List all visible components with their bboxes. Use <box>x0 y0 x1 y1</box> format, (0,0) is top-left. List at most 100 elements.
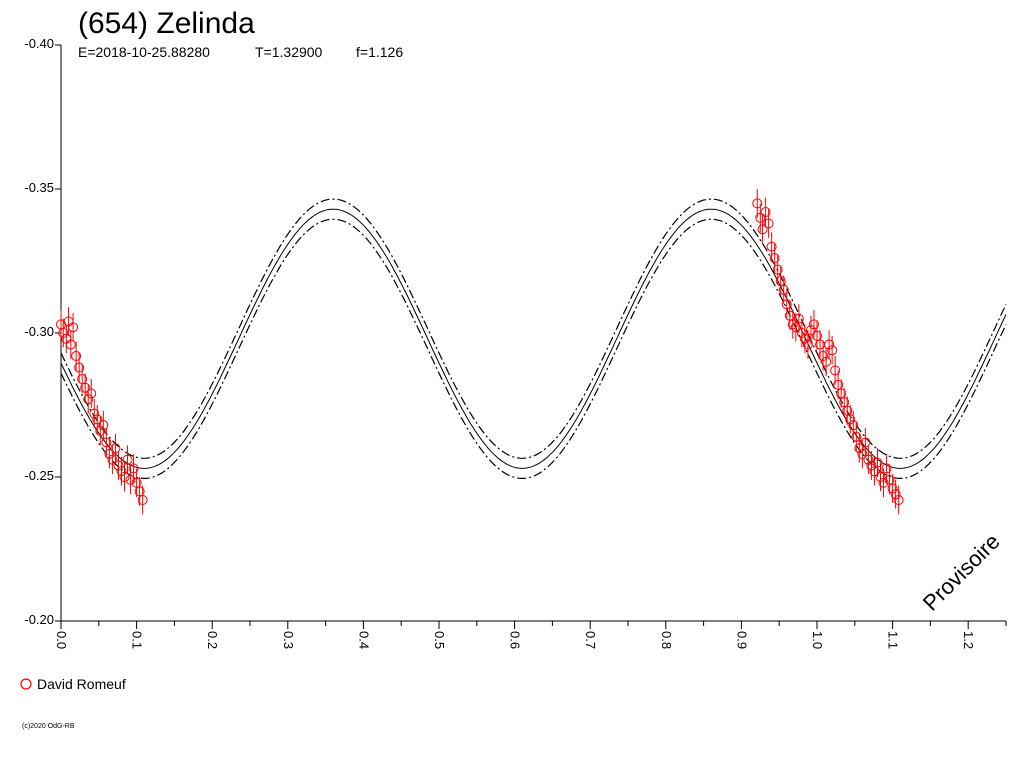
data-point <box>818 351 829 362</box>
x-tick-label: 1.2 <box>961 631 976 649</box>
data-point <box>781 299 792 310</box>
data-point <box>68 322 79 333</box>
data-point <box>887 483 898 494</box>
data-point <box>122 454 133 465</box>
data-point <box>863 454 874 465</box>
x-tick-label: 0.8 <box>659 631 674 649</box>
data-point <box>763 218 774 229</box>
y-tick-label: -0.35 <box>24 180 54 195</box>
data-point <box>104 448 115 459</box>
data-point <box>769 253 780 264</box>
data-point <box>110 443 121 454</box>
fit-curve-mean <box>60 208 1007 469</box>
data-point <box>107 454 118 465</box>
data-point <box>89 408 100 419</box>
data-point <box>851 431 862 442</box>
data-point <box>821 356 832 367</box>
data-point <box>839 397 850 408</box>
data-point <box>854 443 865 454</box>
axes <box>60 45 1006 622</box>
data-point <box>125 474 136 485</box>
data-point <box>137 495 148 506</box>
data-point <box>875 472 886 482</box>
data-points <box>56 189 904 515</box>
data-point <box>808 319 819 330</box>
x-tick-label: 0.5 <box>432 631 447 649</box>
subtitle-epoch: E=2018-10-25.88280 <box>78 44 210 60</box>
x-tick-label: 1.1 <box>886 631 901 649</box>
fit-curve-lower-bound <box>60 218 1007 479</box>
data-point <box>830 365 841 376</box>
subtitle-fourier: f=1.126 <box>356 44 403 60</box>
data-point <box>836 388 847 399</box>
x-tick-label: 0.0 <box>54 631 69 649</box>
data-point <box>842 405 853 416</box>
legend-label: David Romeuf <box>37 676 126 692</box>
data-point <box>824 339 835 350</box>
x-axis-ticks: 0.0 0.1 0.2 0.3 0.4 0.5 0.6 0.7 0.8 0.9 1.0 1.1 1.2 <box>54 621 1007 649</box>
data-point <box>775 276 786 287</box>
data-point <box>86 388 97 399</box>
data-point <box>881 463 892 474</box>
watermark-text: Provisoire <box>918 529 1005 616</box>
subtitle-period: T=1.32900 <box>255 44 323 60</box>
x-tick-label: 1.0 <box>810 631 825 649</box>
data-point <box>74 362 85 373</box>
data-point <box>890 489 901 500</box>
x-tick-label: 0.2 <box>205 631 220 649</box>
data-point <box>58 328 69 338</box>
data-point <box>884 474 895 485</box>
data-point <box>799 333 810 344</box>
y-axis-ticks: -0.40 -0.35 -0.30 -0.25 -0.20 <box>24 36 61 627</box>
data-point <box>869 466 880 477</box>
data-point <box>796 328 807 338</box>
data-point <box>790 322 801 333</box>
data-point <box>872 457 883 468</box>
fit-curves <box>60 198 1007 479</box>
data-point <box>760 207 771 218</box>
x-tick-label: 0.9 <box>734 631 749 649</box>
data-point <box>757 224 768 235</box>
x-tick-label: 0.7 <box>583 631 598 649</box>
x-tick-label: 0.4 <box>356 631 371 649</box>
data-point <box>866 460 877 471</box>
data-point <box>860 437 871 448</box>
data-point <box>71 351 82 362</box>
data-point <box>755 212 766 223</box>
data-point <box>833 379 844 390</box>
data-point <box>793 313 804 324</box>
data-point <box>101 437 112 448</box>
data-point <box>805 325 816 336</box>
data-point <box>827 345 838 356</box>
data-point <box>80 382 91 393</box>
y-tick-label: -0.20 <box>24 612 54 627</box>
copyright-footer: (c)2020 OdG-RB <box>22 723 75 730</box>
data-point <box>65 339 76 350</box>
data-point <box>752 198 763 209</box>
data-point <box>845 414 856 425</box>
data-point <box>131 477 142 488</box>
data-point <box>116 466 127 477</box>
data-point <box>134 486 145 497</box>
data-point <box>119 472 130 482</box>
y-tick-label: -0.40 <box>24 36 54 51</box>
chart-title: (654) Zelinda <box>78 7 255 40</box>
data-point <box>787 319 798 330</box>
data-point <box>92 414 103 425</box>
y-tick-label: -0.30 <box>24 324 54 339</box>
fit-curve-upper-bound <box>60 198 1007 459</box>
data-point <box>812 330 822 341</box>
data-point <box>857 448 868 459</box>
data-point <box>766 241 777 252</box>
legend-marker <box>20 678 32 690</box>
data-point <box>98 420 109 431</box>
data-point <box>77 374 88 385</box>
data-point <box>128 463 139 474</box>
y-tick-label: -0.25 <box>24 468 54 483</box>
data-point <box>878 477 889 488</box>
data-point <box>784 310 795 321</box>
data-point <box>772 264 783 275</box>
data-point <box>778 284 789 295</box>
x-tick-label: 0.3 <box>281 631 296 649</box>
